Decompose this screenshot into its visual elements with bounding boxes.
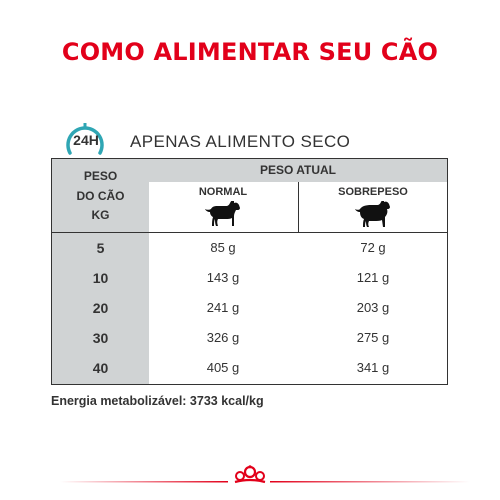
weight-header-line-3: KG (91, 208, 110, 222)
table-row: 10 143 g 121 g (52, 263, 447, 293)
column-divider (298, 182, 299, 232)
row-weight: 40 (92, 360, 109, 376)
footer-swoosh (60, 481, 470, 483)
row-overweight-amount: 341 g (356, 360, 390, 375)
royal-canin-crown-icon (234, 465, 266, 484)
page-title: COMO ALIMENTAR SEU CÃO (61, 38, 439, 66)
header-divider (52, 232, 447, 233)
feeding-table: PESO DO CÃO KG PESO ATUAL NORMAL SOBREPE… (51, 158, 448, 385)
clock-24h-icon: 24H (62, 123, 108, 157)
row-weight: 30 (92, 330, 109, 346)
normal-dog-icon (205, 201, 240, 226)
feeding-mode-label: APENAS ALIMENTO SECO (130, 132, 351, 151)
row-normal-amount: 241 g (206, 300, 240, 315)
row-overweight-amount: 203 g (356, 300, 390, 315)
row-overweight-amount: 121 g (356, 270, 390, 285)
weight-header-line-2: DO CÃO (76, 188, 125, 203)
row-normal-amount: 143 g (206, 270, 240, 285)
row-overweight-amount: 275 g (356, 330, 390, 345)
overweight-dog-icon (355, 201, 390, 227)
table-row: 30 326 g 275 g (52, 323, 447, 353)
table-row: 20 241 g 203 g (52, 293, 447, 323)
row-overweight-amount: 72 g (360, 240, 386, 255)
row-normal-amount: 326 g (206, 330, 240, 345)
overweight-column-header: SOBREPESO (299, 182, 447, 232)
normal-column-header: NORMAL (149, 182, 297, 232)
overweight-label: SOBREPESO (338, 186, 408, 198)
current-weight-header: PESO ATUAL (259, 163, 336, 177)
weight-column (52, 159, 149, 384)
weight-column-header: PESO DO CÃO KG (52, 167, 149, 226)
row-normal-amount: 85 g (210, 240, 236, 255)
table-row: 5 85 g 72 g (52, 233, 447, 263)
weight-header-line-1: PESO (83, 169, 118, 183)
table-row: 40 405 g 341 g (52, 353, 447, 383)
normal-label: NORMAL (198, 186, 248, 198)
feeding-header: 24H APENAS ALIMENTO SECO (62, 123, 462, 161)
row-weight: 5 (96, 240, 105, 256)
energy-note: Energia metabolizável: 3733 kcal/kg (51, 394, 264, 408)
current-weight-band (149, 159, 447, 182)
row-normal-amount: 405 g (206, 360, 240, 375)
row-weight: 20 (92, 300, 109, 316)
clock-label: 24H (73, 132, 99, 148)
row-weight: 10 (92, 270, 109, 286)
